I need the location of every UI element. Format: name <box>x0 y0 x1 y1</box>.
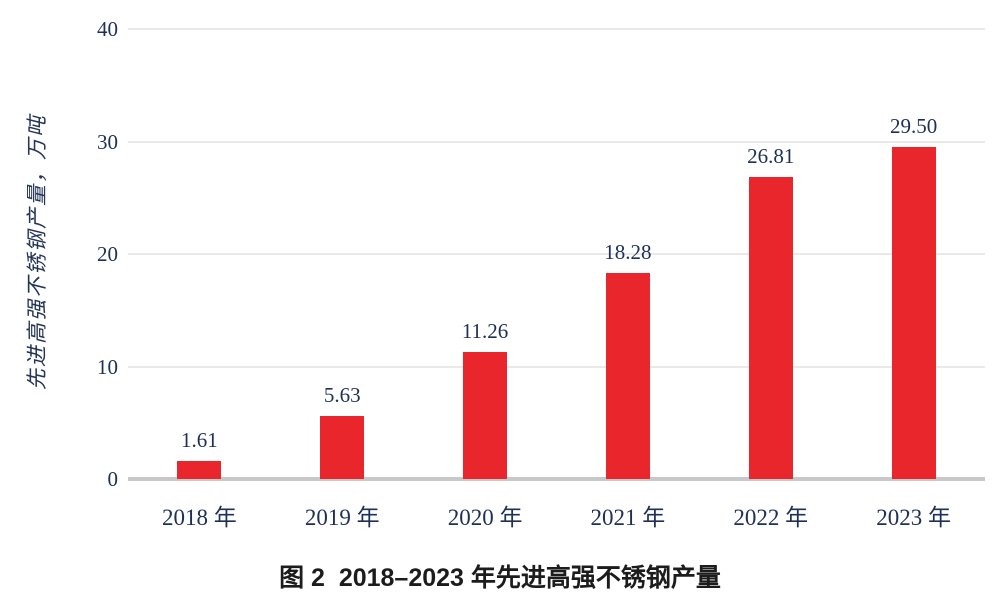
y-tick-label-10: 10 <box>97 354 118 379</box>
value-label-11.26: 11.26 <box>461 319 509 344</box>
x-tick-label-2021: 2021 年 <box>590 505 666 530</box>
x-tick-label-2019: 2019 年 <box>304 505 380 530</box>
plot-area <box>128 28 985 481</box>
bar-2019 年 <box>320 415 365 479</box>
value-label-29.50: 29.50 <box>889 114 938 139</box>
x-tick-label-2018: 2018 年 <box>162 505 237 530</box>
y-tick-label-0: 0 <box>107 467 119 491</box>
bar-2022 年 <box>748 177 793 479</box>
x-axis-line <box>128 477 985 481</box>
y-axis-title: 先进高强不锈钢产量，万吨 <box>25 114 49 390</box>
x-tick-label-2022: 2022 年 <box>733 505 809 530</box>
bar-2021 年 <box>605 273 650 479</box>
y-tick-label-20: 20 <box>97 242 118 266</box>
gridline-y10 <box>128 365 985 368</box>
value-label-5.63: 5.63 <box>323 382 361 407</box>
bar-2018 年 <box>177 460 222 479</box>
gridline-y20 <box>128 253 985 255</box>
value-label-26.81: 26.81 <box>747 144 795 169</box>
bar-2023 年 <box>891 147 936 479</box>
gridline-y40 <box>128 28 985 30</box>
y-tick-label-40: 40 <box>97 17 118 41</box>
figure-caption: 图 2 2018–2023 年先进高强不锈钢产量 <box>279 564 721 592</box>
x-tick-label-2023: 2023 年 <box>876 505 951 530</box>
value-label-1.61: 1.61 <box>181 427 218 452</box>
y-tick-label-30: 30 <box>97 129 118 154</box>
bar-2020 年 <box>463 352 508 479</box>
value-label-18.28: 18.28 <box>604 240 652 265</box>
gridline-y30 <box>128 140 985 143</box>
x-tick-label-2020: 2020 年 <box>447 505 523 530</box>
